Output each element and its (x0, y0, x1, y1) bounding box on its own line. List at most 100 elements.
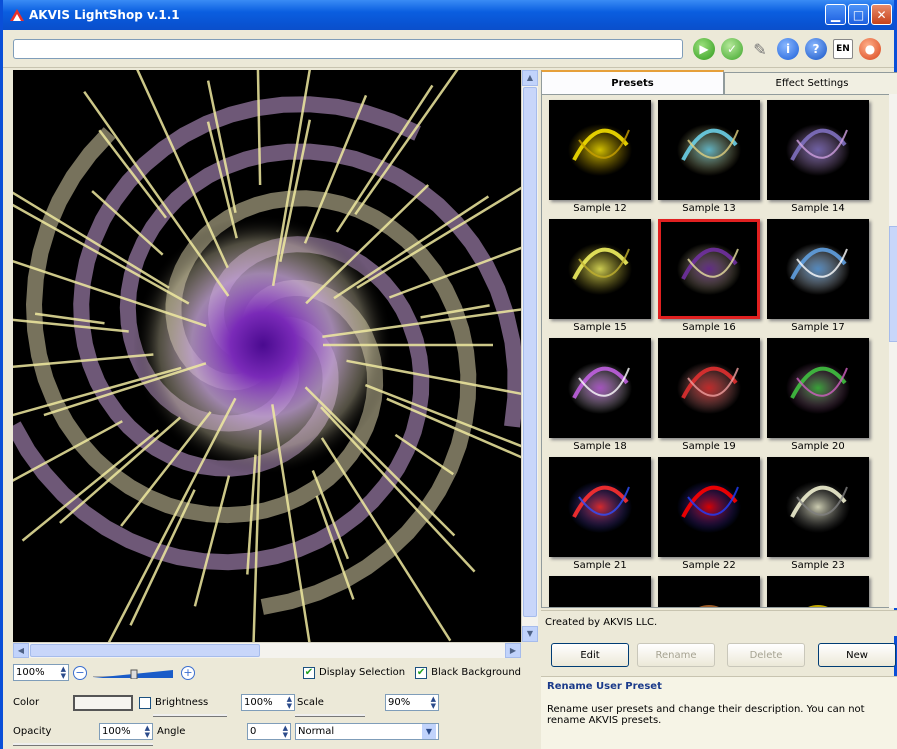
minimize-button[interactable]: ▁ (825, 4, 846, 25)
scroll-thumb-horizontal[interactable] (30, 644, 260, 657)
preset-thumbnail[interactable] (658, 338, 760, 438)
delete-button[interactable]: Delete (727, 643, 805, 667)
preset-preview-image (677, 362, 741, 414)
zoom-out-icon[interactable]: − (73, 665, 87, 680)
preset-thumbnail[interactable] (549, 576, 651, 607)
preset-item[interactable] (767, 576, 869, 607)
blend-mode-select[interactable]: Normal ▼ (295, 723, 439, 740)
scroll-down-icon[interactable]: ▼ (522, 626, 538, 642)
preset-thumbnail[interactable] (549, 457, 651, 557)
brightness-checkbox[interactable] (139, 696, 151, 709)
preset-item[interactable]: Sample 23 (767, 457, 869, 571)
preset-thumbnail[interactable] (658, 457, 760, 557)
preset-item[interactable]: Sample 21 (549, 457, 651, 571)
canvas-vertical-scrollbar[interactable]: ▲ ▼ (521, 70, 538, 642)
light-ray (136, 70, 229, 269)
preset-thumbnail[interactable] (658, 219, 760, 319)
apply-icon[interactable]: ✓ (721, 38, 743, 60)
preset-item[interactable]: Sample 17 (767, 219, 869, 333)
zoom-in-icon[interactable]: + (181, 665, 195, 680)
brightness-spinner[interactable]: 100% ▲ ▼ (241, 694, 295, 711)
canvas-horizontal-scrollbar[interactable]: ◀ ▶ (13, 642, 521, 658)
title-bar: AKVIS LightShop v.1.1 ▁ □ ✕ (3, 0, 894, 30)
help-icon[interactable]: ? (805, 38, 827, 60)
light-ray (335, 84, 434, 233)
light-ray (13, 191, 170, 289)
color-swatch[interactable] (73, 694, 133, 711)
light-ray (129, 489, 196, 626)
light-ray (252, 429, 262, 642)
path-input[interactable] (13, 39, 683, 59)
spinner-arrows-icon[interactable]: ▲ ▼ (144, 723, 150, 739)
maximize-button[interactable]: □ (848, 4, 869, 25)
preset-thumbnail[interactable] (549, 100, 651, 200)
brightness-slider[interactable] (153, 714, 227, 717)
spinner-arrows-icon[interactable]: ▲ ▼ (430, 694, 436, 710)
preset-thumbnail[interactable] (549, 219, 651, 319)
angle-spinner[interactable]: 0 ▲ ▼ (247, 723, 291, 740)
preset-thumbnail[interactable] (658, 576, 760, 607)
preset-thumbnail[interactable] (767, 576, 869, 607)
new-button[interactable]: New (818, 643, 896, 667)
light-ray (13, 366, 182, 417)
preset-item[interactable]: Sample 18 (549, 338, 651, 452)
zoom-slider[interactable] (93, 669, 173, 679)
preset-thumbnail[interactable] (767, 219, 869, 319)
display-selection-checkbox[interactable]: ✔ (303, 666, 315, 679)
preset-item[interactable]: Sample 13 (658, 100, 760, 214)
preset-thumbnail[interactable] (549, 338, 651, 438)
preset-item[interactable]: Sample 16 (658, 219, 760, 333)
preset-item[interactable]: Sample 19 (658, 338, 760, 452)
zoom-spinner[interactable]: 100% ▲ ▼ (13, 664, 69, 681)
exit-icon[interactable]: ● (859, 38, 881, 60)
opacity-value: 100% (102, 726, 131, 737)
preset-thumbnail[interactable] (767, 100, 869, 200)
preset-thumbnail[interactable] (658, 100, 760, 200)
scale-spinner[interactable]: 90% ▲ ▼ (385, 694, 439, 711)
preset-item[interactable] (658, 576, 760, 607)
scroll-thumb[interactable] (523, 87, 537, 617)
preset-item[interactable]: Sample 20 (767, 338, 869, 452)
preset-thumbnail[interactable] (767, 457, 869, 557)
light-ray (13, 318, 129, 333)
preset-item[interactable]: Sample 15 (549, 219, 651, 333)
edit-button[interactable]: Edit (551, 643, 629, 667)
scale-slider[interactable] (295, 714, 365, 717)
preset-item[interactable]: Sample 14 (767, 100, 869, 214)
scroll-up-icon[interactable]: ▲ (522, 70, 538, 86)
settings-icon[interactable]: ✎ (753, 39, 767, 59)
info-icon[interactable]: i (777, 38, 799, 60)
scroll-right-icon[interactable]: ▶ (505, 643, 521, 658)
preset-thumbnail[interactable] (767, 338, 869, 438)
light-ray (386, 397, 521, 459)
light-ray (320, 406, 476, 573)
scroll-left-icon[interactable]: ◀ (13, 643, 29, 658)
rename-button[interactable]: Rename (637, 643, 715, 667)
light-ray (354, 70, 459, 216)
close-button[interactable]: ✕ (871, 4, 892, 25)
presets-scrollbar[interactable] (889, 94, 897, 608)
spinner-arrows-icon[interactable]: ▲ ▼ (286, 694, 292, 710)
opacity-slider[interactable] (13, 743, 153, 746)
light-ray (120, 411, 212, 527)
preset-item[interactable] (549, 576, 651, 607)
chevron-down-icon[interactable]: ▼ (422, 724, 436, 739)
preset-item[interactable]: Sample 22 (658, 457, 760, 571)
black-background-option[interactable]: ✔ Black Background (415, 666, 521, 679)
language-button[interactable]: EN (833, 39, 853, 59)
tab-presets[interactable]: Presets (541, 70, 724, 94)
black-background-checkbox[interactable]: ✔ (415, 666, 428, 679)
image-canvas[interactable] (13, 70, 521, 642)
tab-effect-settings[interactable]: Effect Settings (724, 72, 897, 94)
opacity-spinner[interactable]: 100% ▲ ▼ (99, 723, 153, 740)
light-ray (305, 184, 430, 305)
preset-preview-image (590, 605, 610, 607)
spinner-arrows-icon[interactable]: ▲ ▼ (282, 723, 288, 739)
display-selection-option[interactable]: ✔ Display Selection (303, 666, 405, 679)
presets-scroll-thumb[interactable] (889, 226, 897, 342)
spinner-arrows-icon[interactable]: ▲ ▼ (60, 664, 66, 680)
light-ray (13, 259, 207, 328)
akvis-logo-icon (10, 9, 24, 21)
run-icon[interactable]: ▶ (693, 38, 715, 60)
preset-item[interactable]: Sample 12 (549, 100, 651, 214)
